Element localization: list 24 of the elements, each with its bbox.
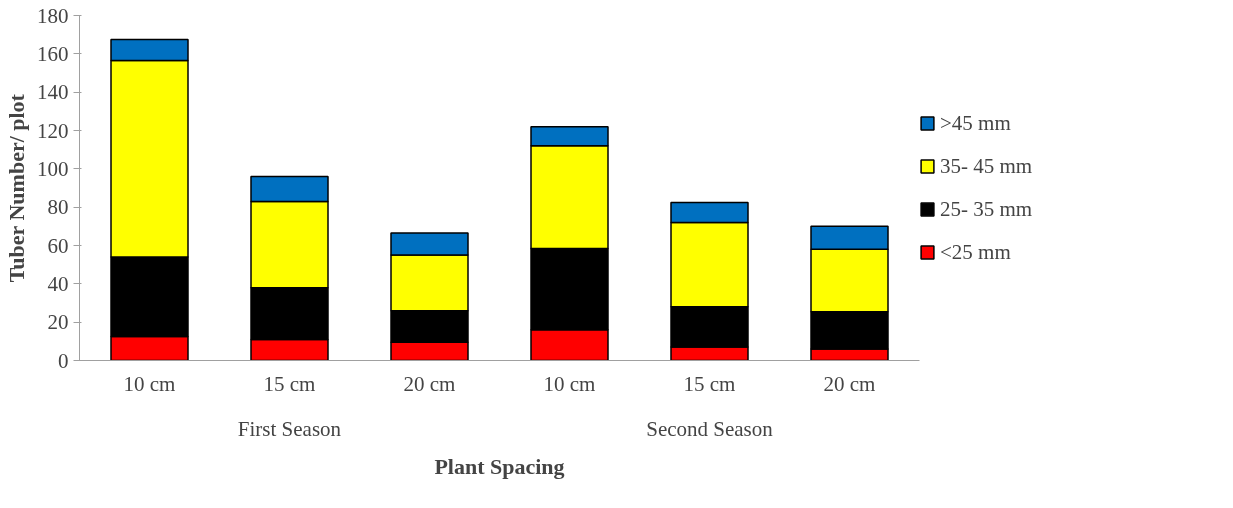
text: Second Season [646,416,774,441]
y-tick-label: 0 [58,348,69,373]
x-tick-label: 20 cm [403,371,456,396]
y-tick-label: 20 [47,310,69,335]
x-tick-label: 10 cm [123,371,176,396]
x-tick-label: 10 cm [543,371,596,396]
legend-label: <25 mm [940,239,1011,265]
legend-label: 35- 45 mm [940,153,1033,179]
y-tick-label: 60 [47,233,69,258]
text: First Season [237,416,342,441]
y-tick-label: 120 [37,118,69,143]
y-tick-label: 180 [37,3,69,28]
legend-label: 25- 35 mm [940,196,1033,222]
legend-label: >45 mm [940,110,1011,136]
x-axis-title: Plant Spacing [434,453,565,479]
y-axis-title: Tuber Number/ plot [4,93,29,283]
y-tick-label: 160 [37,41,69,66]
y-tick-label: 140 [37,80,69,105]
x-tick-label: 20 cm [823,371,876,396]
y-tick-label: 80 [47,195,69,220]
y-tick-label: 40 [47,271,69,296]
x-tick-label: 15 cm [263,371,316,396]
x-tick-label: 15 cm [683,371,736,396]
y-tick-label: 100 [37,156,69,181]
